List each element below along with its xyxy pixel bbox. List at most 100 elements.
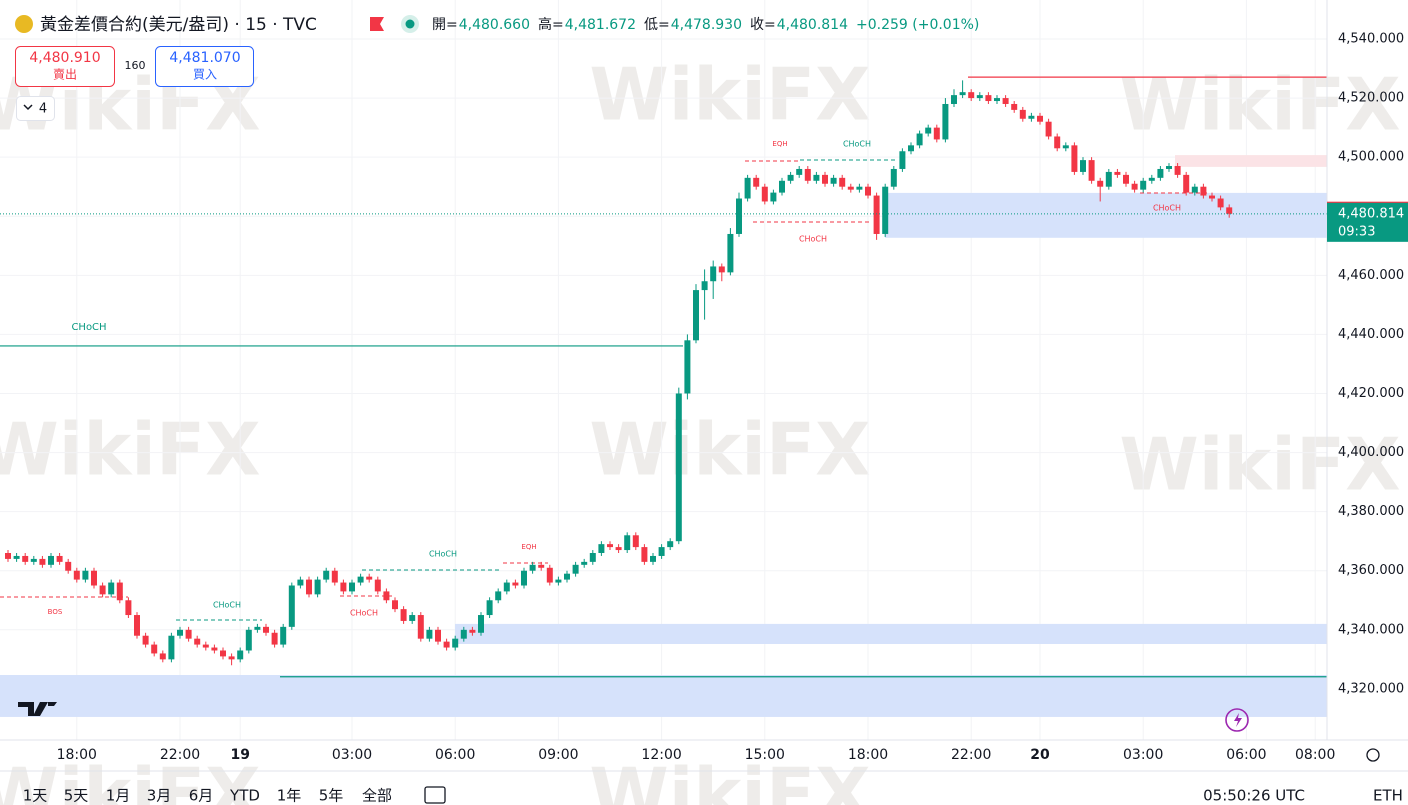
x-tick-label: 18:00 — [848, 747, 888, 763]
candle-body — [349, 582, 355, 592]
candle-body — [314, 579, 321, 595]
candle-body — [108, 582, 115, 595]
symbol-title[interactable]: 黃金差價合約(美元/盎司) · 15 · TVC — [40, 15, 317, 35]
y-tick-label: 4,440.000 — [1338, 327, 1404, 342]
settings-icon[interactable] — [1366, 748, 1380, 762]
candle-body — [529, 564, 536, 571]
x-tick-label: 15:00 — [745, 747, 785, 763]
candle-body — [1088, 160, 1095, 181]
watermark: WikiFX — [0, 408, 261, 492]
candle-body — [615, 547, 622, 551]
candle-body — [693, 290, 699, 341]
zone — [455, 623, 1327, 644]
y-tick-label: 4,360.000 — [1338, 563, 1404, 578]
ohlc-label: 低= — [644, 17, 670, 33]
candle-body — [1062, 145, 1069, 149]
ohlc-header: 開= 4,480.660 高= 4,481.672 低= 4,478.930 收= 4,480… — [432, 16, 979, 33]
x-tick-label: 12:00 — [641, 747, 681, 763]
watermark: WikiFX — [589, 408, 870, 492]
candle-body — [951, 95, 957, 104]
candle-body — [1080, 160, 1086, 172]
buy-button[interactable] — [155, 46, 254, 87]
candle-body — [589, 553, 596, 562]
candle-body — [91, 570, 97, 586]
candle-body — [1157, 168, 1164, 178]
range-button[interactable]: 5年 — [319, 787, 344, 805]
range-button[interactable]: 1月 — [106, 787, 131, 805]
candle-body — [1174, 166, 1181, 175]
candle-body — [804, 168, 811, 181]
chevron-icon — [23, 104, 33, 111]
x-tick-label: 20 — [1030, 747, 1050, 763]
y-tick-label: 4,340.000 — [1338, 622, 1404, 637]
candle-body — [495, 591, 502, 601]
candle-body — [288, 585, 295, 627]
candle-body — [366, 576, 373, 580]
x-tick-label: 06:00 — [1226, 747, 1266, 763]
candle-body — [538, 564, 545, 568]
flag-icon[interactable] — [370, 17, 384, 31]
candle-body — [254, 626, 261, 630]
candle-body — [675, 393, 682, 542]
y-tick-label: 4,540.000 — [1338, 31, 1404, 46]
candle-body — [443, 641, 450, 648]
candle-body — [942, 103, 949, 140]
candle-body — [985, 95, 992, 102]
candle-body — [581, 561, 588, 565]
lightning-icon[interactable] — [1225, 708, 1249, 732]
watermark: WikiFX — [0, 753, 261, 805]
candle-body — [607, 544, 613, 548]
indicators-toggle[interactable] — [16, 96, 55, 121]
calendar-icon[interactable] — [424, 786, 446, 804]
candle-body — [452, 638, 459, 648]
candle-body — [134, 615, 140, 636]
range-button[interactable]: 6月 — [189, 787, 214, 805]
candle-body — [323, 570, 330, 580]
candle-body — [779, 180, 785, 193]
candle-body — [753, 177, 760, 187]
x-tick-label: 18:00 — [57, 747, 97, 763]
candle-body — [787, 174, 794, 181]
range-button[interactable]: 5天 — [64, 787, 89, 805]
candle-body — [478, 615, 484, 633]
candle-body — [409, 615, 416, 621]
candle-body — [555, 579, 562, 583]
candle-body — [400, 609, 407, 621]
candle-body — [1183, 174, 1190, 193]
buy-price: 4,481.070 — [169, 50, 240, 66]
annotation: CHoCH — [799, 235, 827, 244]
annotation: EQH — [521, 543, 536, 551]
candle-body — [469, 629, 476, 633]
candle-body — [392, 600, 398, 610]
session[interactable]: ETH — [1373, 787, 1403, 805]
watermark: WikiFX — [589, 753, 870, 805]
x-tick-label: 22:00 — [160, 747, 200, 763]
candle-body — [168, 635, 175, 660]
candle-body — [718, 266, 725, 273]
symbol-icon — [15, 15, 33, 33]
candle-body — [822, 174, 828, 184]
range-button[interactable]: 全部 — [362, 787, 392, 805]
range-button[interactable]: YTD — [229, 787, 260, 805]
candle-body — [830, 177, 837, 184]
candle-body — [116, 582, 123, 601]
candle-body — [882, 186, 889, 234]
candle-body — [521, 570, 527, 586]
tv-logo[interactable] — [18, 702, 57, 716]
candle-body — [73, 570, 80, 580]
y-tick-label: 4,400.000 — [1338, 445, 1404, 460]
range-button[interactable]: 3月 — [147, 787, 172, 805]
x-tick-label: 22:00 — [951, 747, 991, 763]
candle-body — [331, 570, 338, 583]
range-button[interactable]: 1年 — [277, 787, 302, 805]
candle-body — [1123, 174, 1129, 184]
clock: 05:50:26 UTC — [1203, 787, 1305, 805]
candle-body — [177, 629, 183, 636]
candle-body — [1045, 121, 1052, 137]
zone — [885, 192, 1327, 238]
sell-button[interactable] — [15, 46, 115, 87]
ohlc-label: 高= — [538, 16, 564, 33]
range-button[interactable]: 1天 — [23, 787, 48, 805]
annotation: CHoCH — [1153, 204, 1181, 213]
x-tick-label: 19 — [230, 747, 249, 763]
